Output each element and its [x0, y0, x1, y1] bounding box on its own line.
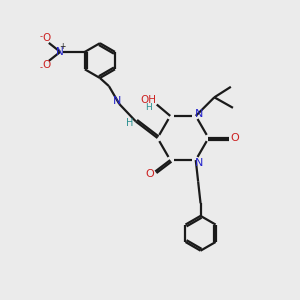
Text: -: - — [40, 63, 43, 72]
Text: O: O — [42, 33, 51, 43]
Text: H: H — [145, 103, 152, 112]
Text: N: N — [195, 158, 203, 168]
Text: N: N — [56, 47, 64, 57]
Text: O: O — [230, 133, 239, 143]
Text: N: N — [195, 109, 203, 118]
Text: OH: OH — [140, 95, 156, 105]
Text: +: + — [59, 42, 66, 51]
Text: O: O — [146, 169, 154, 179]
Text: N: N — [113, 96, 121, 106]
Text: H: H — [126, 118, 133, 128]
Text: O: O — [42, 60, 51, 70]
Text: -: - — [40, 32, 43, 41]
